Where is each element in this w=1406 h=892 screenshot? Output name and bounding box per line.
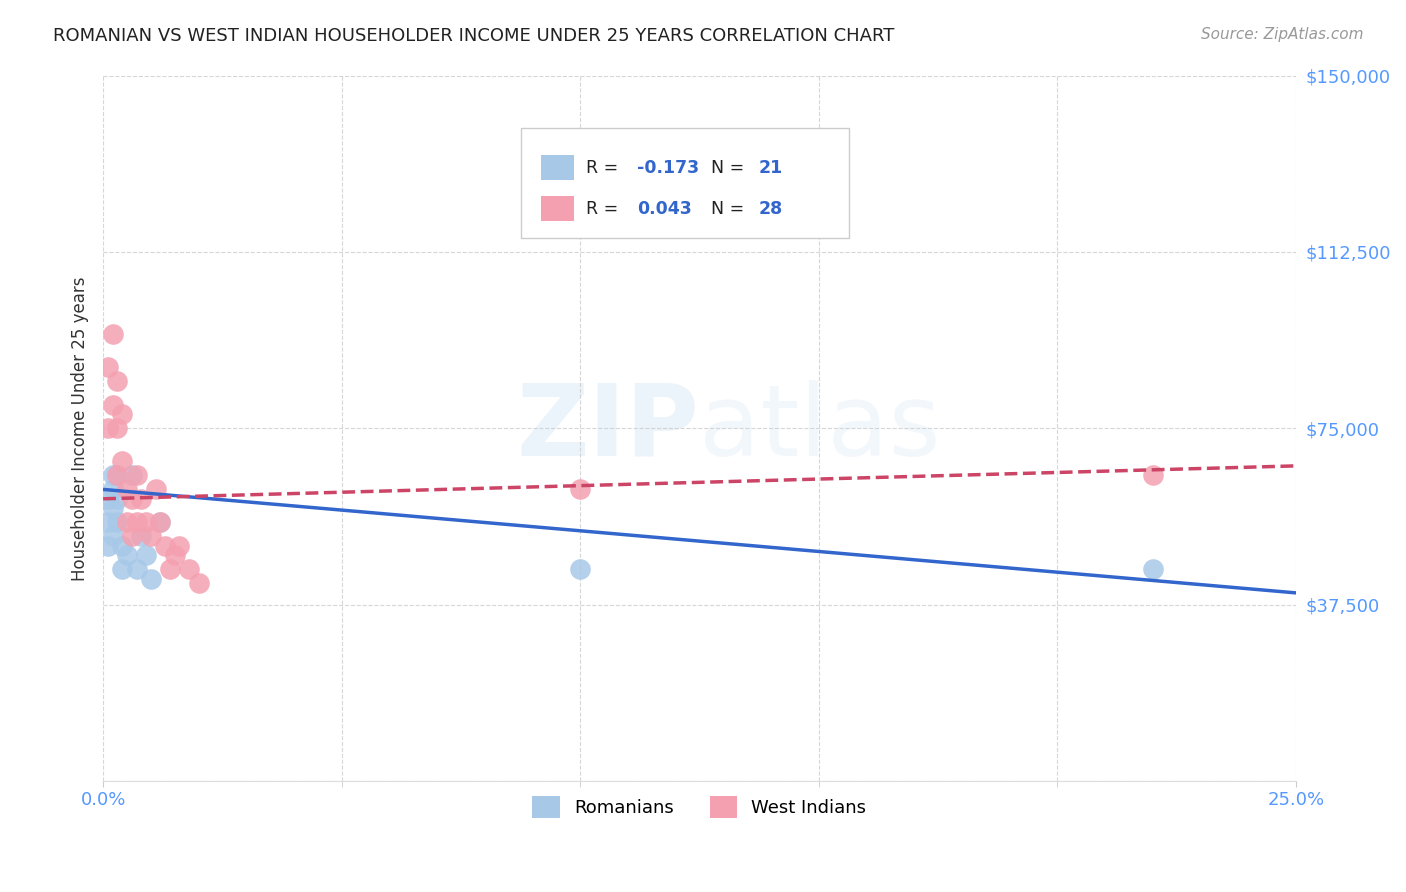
- Point: [111, 407, 134, 421]
- Point: [121, 491, 143, 506]
- Bar: [541, 196, 574, 221]
- Point: [129, 491, 152, 506]
- Point: [107, 468, 129, 483]
- FancyBboxPatch shape: [520, 128, 849, 238]
- Text: N =: N =: [711, 159, 751, 177]
- Point: [97, 491, 120, 506]
- Text: atlas: atlas: [699, 380, 941, 476]
- Point: [115, 548, 138, 562]
- Point: [97, 360, 120, 375]
- Point: [101, 327, 124, 342]
- Text: ZIP: ZIP: [516, 380, 699, 476]
- Point: [111, 562, 134, 576]
- Point: [111, 539, 134, 553]
- Text: 28: 28: [759, 200, 783, 218]
- Point: [125, 516, 148, 530]
- Point: [163, 548, 186, 562]
- Text: 0.043: 0.043: [637, 200, 692, 218]
- Point: [125, 468, 148, 483]
- Point: [129, 529, 152, 543]
- Point: [101, 529, 124, 543]
- Point: [139, 529, 162, 543]
- Text: -0.173: -0.173: [637, 159, 700, 177]
- Y-axis label: Householder Income Under 25 years: Householder Income Under 25 years: [72, 276, 89, 581]
- Point: [149, 516, 172, 530]
- Point: [97, 421, 120, 435]
- Point: [107, 516, 129, 530]
- Point: [111, 454, 134, 468]
- Point: [149, 516, 172, 530]
- Point: [187, 576, 209, 591]
- Text: Source: ZipAtlas.com: Source: ZipAtlas.com: [1201, 27, 1364, 42]
- Point: [107, 374, 129, 388]
- Point: [135, 516, 157, 530]
- Point: [107, 491, 129, 506]
- Point: [121, 468, 143, 483]
- Point: [139, 572, 162, 586]
- Point: [101, 483, 124, 497]
- Point: [153, 539, 176, 553]
- Text: ROMANIAN VS WEST INDIAN HOUSEHOLDER INCOME UNDER 25 YEARS CORRELATION CHART: ROMANIAN VS WEST INDIAN HOUSEHOLDER INCO…: [53, 27, 894, 45]
- Point: [569, 562, 592, 576]
- Point: [97, 539, 120, 553]
- Point: [121, 529, 143, 543]
- Point: [101, 468, 124, 483]
- Text: N =: N =: [711, 200, 751, 218]
- Point: [145, 483, 167, 497]
- Text: R =: R =: [586, 200, 624, 218]
- Point: [177, 562, 200, 576]
- Point: [569, 483, 592, 497]
- Point: [115, 483, 138, 497]
- Point: [97, 516, 120, 530]
- Point: [101, 398, 124, 412]
- Point: [125, 562, 148, 576]
- Point: [1142, 468, 1164, 483]
- Point: [115, 516, 138, 530]
- Text: R =: R =: [586, 159, 624, 177]
- Point: [135, 548, 157, 562]
- Point: [1142, 562, 1164, 576]
- Point: [169, 539, 191, 553]
- Point: [101, 501, 124, 516]
- Bar: [541, 155, 574, 180]
- Legend: Romanians, West Indians: Romanians, West Indians: [526, 789, 873, 825]
- Point: [107, 468, 129, 483]
- Text: 21: 21: [759, 159, 783, 177]
- Point: [107, 421, 129, 435]
- Point: [159, 562, 181, 576]
